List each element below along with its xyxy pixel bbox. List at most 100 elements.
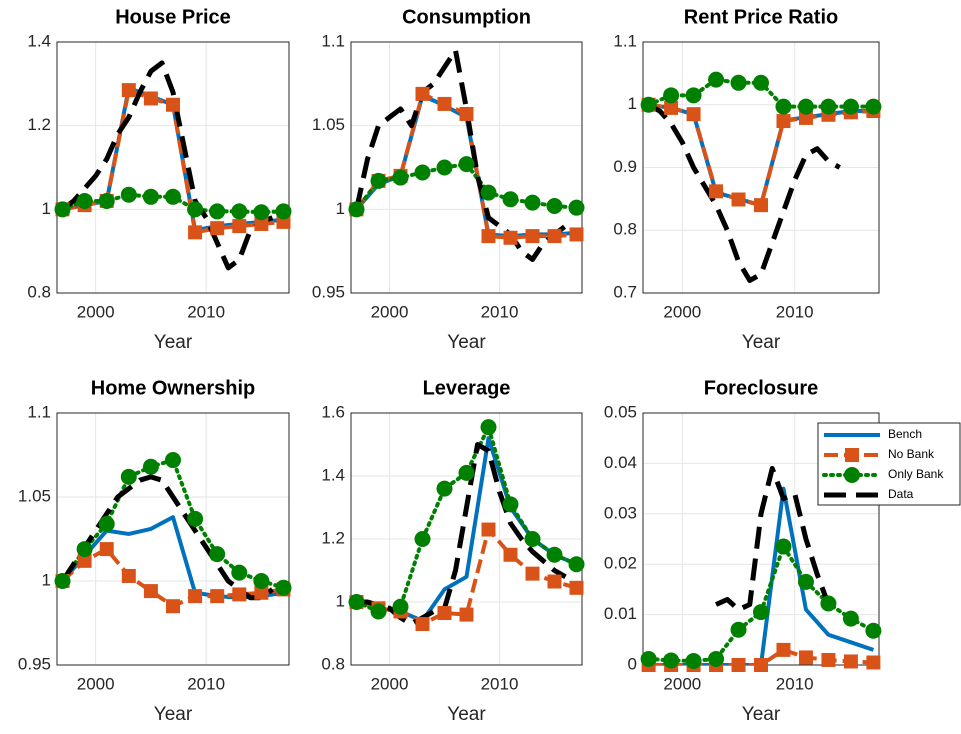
marker [275,203,292,220]
marker [370,603,387,620]
marker [415,86,430,101]
x-tick-label: 2010 [481,674,519,693]
y-tick-label: 1 [42,570,51,589]
y-tick-label: 1.4 [27,31,51,50]
y-tick-label: 0.04 [604,453,637,472]
marker [569,227,584,242]
marker [754,198,768,213]
y-tick-label: 0.05 [604,402,637,421]
marker [730,74,747,91]
chart-title: Leverage [423,377,511,399]
y-tick-label: 0.9 [613,157,637,176]
marker [820,595,837,612]
y-tick-label: 1 [336,591,345,610]
marker [210,589,225,604]
chart-title: House Price [115,6,231,28]
y-tick-label: 1.1 [27,402,51,421]
legend-marker [845,448,859,462]
marker [775,538,792,555]
marker [348,594,365,610]
y-tick-label: 1.05 [312,115,345,134]
series-line [648,486,875,665]
marker [568,556,585,573]
marker [54,201,71,218]
marker [865,622,882,639]
series-line [61,60,274,271]
marker [348,201,365,218]
marker [231,203,248,220]
y-tick-label: 1.4 [321,465,345,484]
marker [502,191,519,208]
x-tick-label: 2010 [481,302,519,321]
y-tick-label: 1.05 [18,486,51,505]
y-tick-label: 1.1 [321,31,345,50]
axes: 2000 2010 0.7 0.8 0.9 1 1.1 Rent Price Ratio Yea… [613,6,880,353]
legend-label: No Bank [888,447,935,461]
series-line [356,442,567,627]
marker [797,573,814,590]
series-line [715,465,831,613]
marker [480,184,497,201]
marker [143,91,158,106]
marker [797,98,814,115]
marker [481,229,496,244]
marker [481,522,496,537]
marker [524,194,541,211]
axes-box [56,41,290,294]
marker [254,585,269,600]
y-tick-label: 0.95 [312,282,345,301]
marker [664,100,679,115]
x-axis-label: Year [742,704,781,725]
marker [663,652,680,669]
marker [392,598,409,615]
marker [76,541,93,558]
marker [210,221,225,236]
marker [866,655,881,670]
marker [708,71,725,88]
marker [188,589,203,604]
marker [165,452,181,469]
marker [798,110,813,125]
y-tick-label: 1.2 [321,528,345,547]
marker [77,553,92,568]
marker [842,98,859,115]
y-tick-label: 0.8 [613,220,637,239]
y-tick-label: 1 [628,94,637,113]
legend-label: Only Bank [888,467,944,481]
marker [820,98,837,115]
marker [187,201,204,218]
marker [54,573,71,589]
marker [663,87,680,104]
marker [142,188,159,205]
marker [370,172,387,189]
axes-box [56,412,290,666]
marker [98,515,115,532]
marker [187,510,204,527]
marker [166,97,180,112]
legend-label: Data [888,487,914,501]
marker [165,188,181,205]
x-tick-label: 2010 [187,302,225,321]
y-tick-label: 0.8 [27,282,51,301]
marker [686,107,701,122]
marker [436,480,453,497]
y-tick-label: 0.95 [18,654,51,673]
x-tick-label: 2010 [187,674,225,693]
y-tick-label: 1.6 [321,402,345,421]
chart-title: Home Ownership [91,377,255,399]
plot-area [57,42,289,293]
y-tick-label: 1 [336,199,345,218]
series-line [354,47,568,263]
axes-box [350,41,583,294]
marker [708,650,725,667]
marker [232,587,247,602]
marker [547,574,562,589]
legend-label: Bench [888,427,922,441]
marker [524,531,541,547]
x-tick-label: 2000 [371,674,409,693]
legend: Bench No Bank Only Bank Data [817,422,961,506]
x-axis-label: Year [447,704,486,725]
marker [231,564,248,581]
marker [253,573,270,589]
marker [188,225,203,240]
